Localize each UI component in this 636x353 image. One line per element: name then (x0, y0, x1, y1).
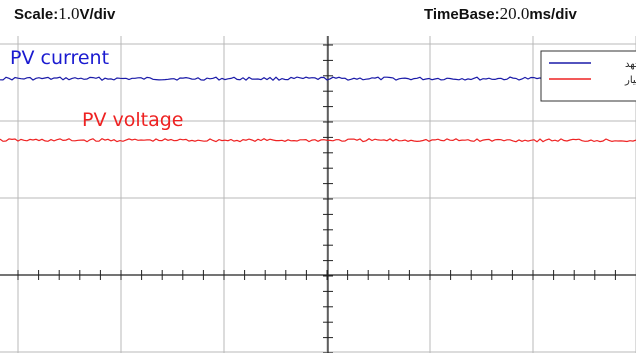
trace-line (0, 137, 636, 143)
traces (0, 76, 636, 143)
timebase-prefix: TimeBase: (424, 6, 500, 23)
annotations: PV current PV voltage (10, 47, 184, 131)
scale-prefix: Scale: (14, 6, 59, 23)
timebase-label: TimeBase:20.0ms/div (424, 4, 577, 24)
scale-value: 1.0 (58, 4, 80, 23)
legend-box (540, 50, 636, 102)
timebase-value: 20.0 (499, 4, 530, 23)
center-axes (0, 36, 636, 353)
trace-line (0, 76, 636, 82)
scale-suffix: V/div (79, 6, 116, 23)
scale-label: Scale:1.0V/div (14, 4, 115, 24)
legend: جهد تيار (540, 50, 636, 102)
annotation-label: PV voltage (82, 109, 184, 131)
timebase-suffix: ms/div (529, 6, 577, 23)
legend-entry-label: جهد (625, 59, 636, 70)
annotation-label: PV current (10, 47, 109, 69)
legend-entry-label: تيار (624, 75, 636, 86)
